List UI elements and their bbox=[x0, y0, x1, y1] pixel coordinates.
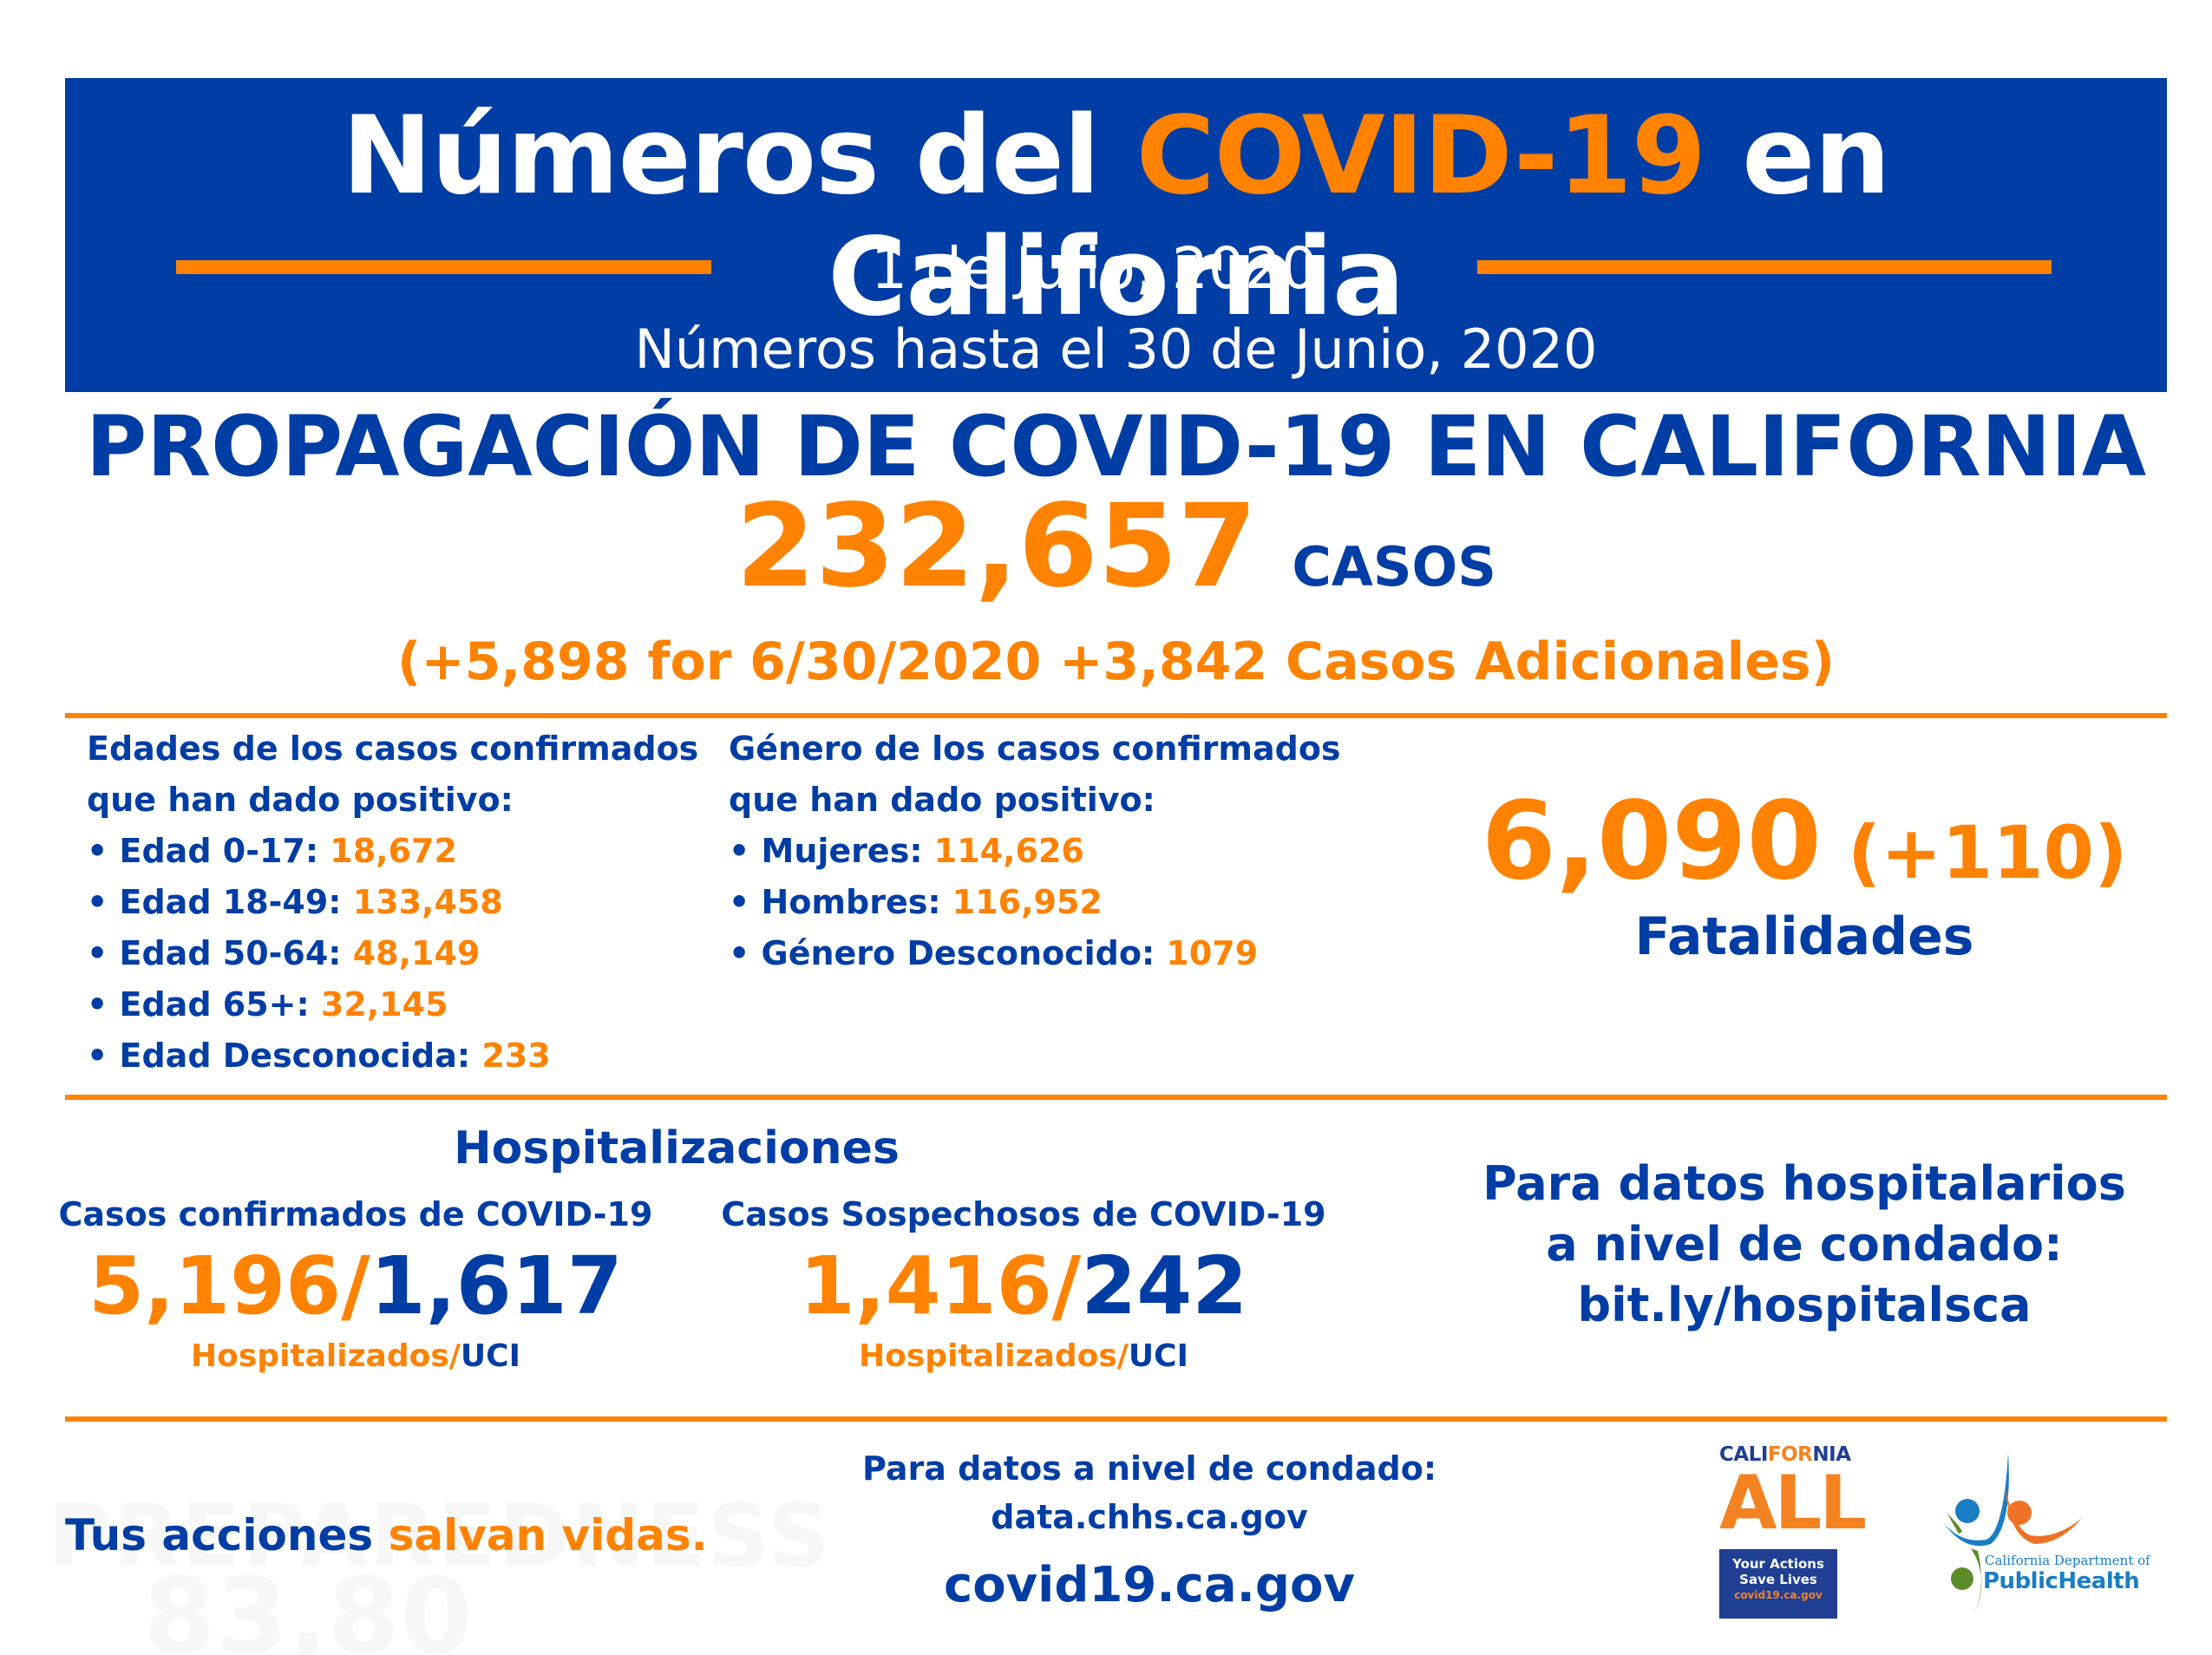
gender-value: 116,952 bbox=[952, 883, 1103, 921]
header-banner bbox=[65, 78, 2167, 392]
confirmed-hospitalizations: Casos confirmados de COVID-19 5,196/1,61… bbox=[52, 1190, 659, 1379]
all-wordmark: ALL bbox=[1719, 1460, 1867, 1547]
genders-heading-1: Género de los casos confirmados bbox=[729, 729, 1341, 768]
decorative-bar-right bbox=[1477, 260, 2052, 274]
age-value: 18,672 bbox=[330, 832, 457, 870]
wordmark-part: NIA bbox=[1812, 1443, 1851, 1466]
age-label: • Edad 65+: bbox=[87, 985, 310, 1024]
tagline-line: Save Lives bbox=[1739, 1572, 1817, 1587]
county-data-link[interactable]: data.chhs.ca.gov bbox=[991, 1498, 1308, 1536]
county-data-label: Para datos a nivel de condado: bbox=[861, 1449, 1437, 1488]
hospital-county-link-block: Para datos hospitalarios a nivel de cond… bbox=[1440, 1154, 2169, 1336]
slogan: Tus acciones salvan vidas. bbox=[65, 1505, 708, 1566]
hospital-link-text-1: Para datos hospitalarios bbox=[1482, 1156, 2126, 1211]
hospitalized-label: Hospitalizados/ bbox=[191, 1338, 461, 1374]
hospitalizations-title: Hospitalizaciones bbox=[454, 1122, 900, 1174]
hospital-link-url[interactable]: bit.ly/hospitalsca bbox=[1577, 1278, 2032, 1332]
title-highlight: COVID-19 bbox=[1135, 94, 1706, 219]
gender-label: • Género Desconocido: bbox=[729, 934, 1155, 972]
california-all-logo: CALIFORNIA ALL Your Actions Save Lives c… bbox=[1719, 1443, 1867, 1622]
gender-label: • Hombres: bbox=[729, 883, 941, 921]
cdph-logo: California Department of PublicHealth bbox=[1908, 1449, 2203, 1622]
list-item: • Edad 50-64: 48,149 bbox=[87, 928, 711, 979]
separator: / bbox=[1051, 1240, 1082, 1332]
hospital-link-text-2: a nivel de condado: bbox=[1546, 1217, 2063, 1272]
slogan-prefix: Tus acciones bbox=[65, 1510, 374, 1560]
ages-heading-1: Edades de los casos confirmados bbox=[87, 729, 699, 768]
age-value: 48,149 bbox=[352, 934, 481, 972]
gender-value: 114,626 bbox=[933, 832, 1084, 870]
wordmark-part: FOR bbox=[1767, 1443, 1813, 1466]
fatalities-delta: (+110) bbox=[1847, 810, 2128, 895]
ages-section: Edades de los casos confirmados que han … bbox=[87, 723, 711, 1082]
confirmed-values: 5,196/1,617 bbox=[52, 1239, 659, 1334]
hospitalized-label: Hospitalizados/ bbox=[859, 1338, 1129, 1374]
tagline-line: Your Actions bbox=[1732, 1556, 1824, 1572]
additional-cases: (+5,898 for 6/30/2020 +3,842 Casos Adici… bbox=[396, 631, 1836, 692]
confirmed-label: Casos confirmados de COVID-19 bbox=[58, 1195, 653, 1233]
cdph-line-2: PublicHealth bbox=[1983, 1568, 2140, 1594]
divider bbox=[65, 713, 2167, 718]
separator: / bbox=[341, 1240, 370, 1332]
spread-heading: PROPAGACIÓN DE COVID-19 EN CALIFORNIA bbox=[85, 398, 2147, 495]
total-cases-label: CASOS bbox=[1292, 535, 1496, 599]
tagline-box: Your Actions Save Lives covid19.ca.gov bbox=[1719, 1549, 1837, 1619]
list-item: • Hombres: 116,952 bbox=[729, 877, 1405, 928]
confirmed-icu: 1,617 bbox=[370, 1240, 623, 1332]
age-label: • Edad Desconocida: bbox=[87, 1037, 471, 1075]
suspected-hospitalized: 1,416 bbox=[799, 1240, 1052, 1332]
data-through-date: Números hasta el 30 de Junio, 2020 bbox=[634, 317, 1598, 381]
county-data-block: Para datos a nivel de condado: data.chhs… bbox=[824, 1444, 1475, 1625]
list-item: • Edad 0-17: 18,672 bbox=[87, 826, 711, 877]
cdph-line-1: California Department of bbox=[1985, 1553, 2150, 1568]
covid-site-link[interactable]: covid19.ca.gov bbox=[944, 1557, 1355, 1613]
list-item: • Género Desconocido: 1079 bbox=[729, 928, 1405, 979]
age-label: • Edad 50-64: bbox=[87, 934, 342, 972]
fatalities-section: 6,090 (+110) Fatalidades bbox=[1440, 781, 2169, 971]
title-suffix: en California bbox=[828, 94, 1890, 340]
suspected-hospitalizations: Casos Sospechosos de COVID-19 1,416/242 … bbox=[711, 1190, 1336, 1379]
age-value: 233 bbox=[481, 1037, 551, 1075]
ghost-text: PREPAREDNESS bbox=[48, 1485, 832, 1586]
slogan-highlight: salvan vidas. bbox=[388, 1510, 708, 1560]
genders-section: Género de los casos confirmados que han … bbox=[729, 723, 1405, 979]
report-date: 1 de Julio, 2020 bbox=[871, 235, 1318, 302]
page-title: Números del COVID-19 en California bbox=[65, 95, 2167, 338]
wordmark-part: CALI bbox=[1719, 1443, 1768, 1466]
total-cases-value: 232,657 bbox=[736, 480, 1258, 613]
divider bbox=[65, 1095, 2167, 1100]
genders-heading-2: que han dado positivo: bbox=[729, 781, 1155, 819]
total-cases: 232,657 CASOS bbox=[65, 489, 2167, 638]
gender-value: 1079 bbox=[1166, 934, 1259, 972]
list-item: • Edad 18-49: 133,458 bbox=[87, 877, 711, 928]
title-prefix: Números del bbox=[342, 94, 1100, 219]
age-label: • Edad 0-17: bbox=[87, 832, 319, 870]
suspected-values: 1,416/242 bbox=[711, 1239, 1336, 1334]
ghost-number: 83,80 bbox=[143, 1557, 473, 1655]
confirmed-sublabel: Hospitalizados/UCI bbox=[52, 1334, 659, 1379]
age-value: 32,145 bbox=[320, 985, 448, 1024]
people-figures-icon bbox=[1943, 1453, 2082, 1615]
suspected-icu: 242 bbox=[1081, 1240, 1248, 1332]
ages-heading-2: que han dado positivo: bbox=[87, 781, 514, 819]
divider bbox=[65, 1416, 2167, 1422]
decorative-bar-left bbox=[176, 260, 711, 274]
age-label: • Edad 18-49: bbox=[87, 883, 342, 921]
list-item: • Mujeres: 114,626 bbox=[729, 826, 1405, 877]
list-item: • Edad 65+: 32,145 bbox=[87, 979, 711, 1030]
fatalities-count: 6,090 bbox=[1481, 779, 1822, 904]
suspected-label: Casos Sospechosos de COVID-19 bbox=[721, 1195, 1326, 1233]
age-value: 133,458 bbox=[352, 883, 503, 921]
confirmed-hospitalized: 5,196 bbox=[88, 1240, 342, 1332]
icu-label: UCI bbox=[1128, 1338, 1188, 1374]
gender-label: • Mujeres: bbox=[729, 832, 923, 870]
california-wordmark: CALIFORNIA bbox=[1719, 1443, 1851, 1466]
list-item: • Edad Desconocida: 233 bbox=[87, 1030, 711, 1082]
tagline-url: covid19.ca.gov bbox=[1734, 1589, 1823, 1601]
fatalities-label: Fatalidades bbox=[1634, 906, 1974, 967]
suspected-sublabel: Hospitalizados/UCI bbox=[711, 1334, 1336, 1379]
icu-label: UCI bbox=[460, 1338, 520, 1374]
